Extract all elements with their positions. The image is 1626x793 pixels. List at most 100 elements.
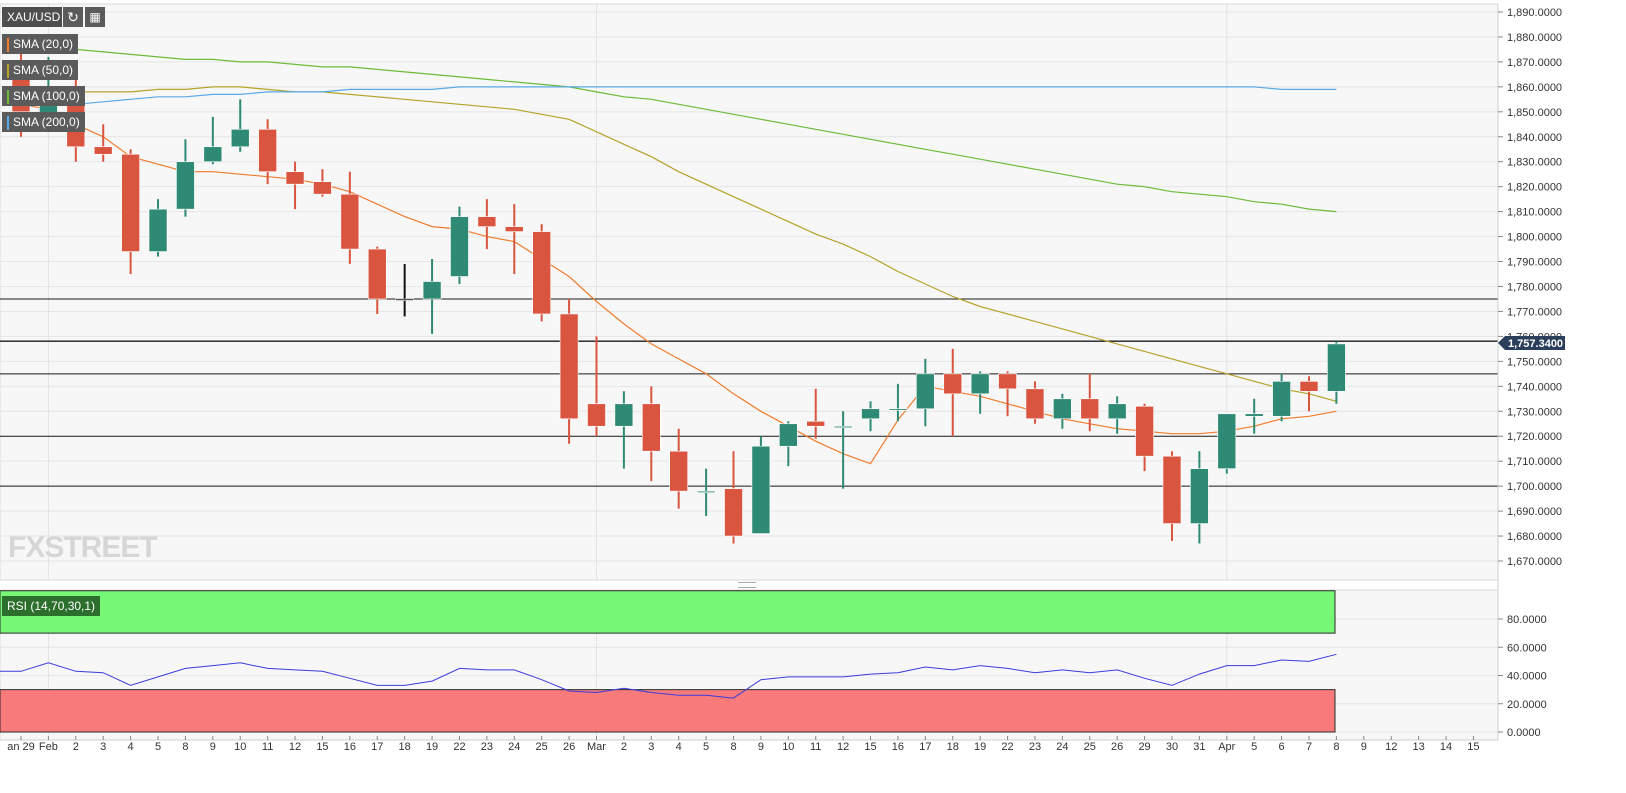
candle-body <box>121 153 140 252</box>
candle <box>861 401 880 432</box>
candle <box>203 116 223 165</box>
x-tick-label: 8 <box>730 741 736 753</box>
x-tick-label: 26 <box>1111 741 1123 753</box>
x-tick-label: 15 <box>316 741 328 753</box>
x-tick-label: 13 <box>1412 741 1424 753</box>
candle <box>285 161 305 210</box>
x-tick-label: 5 <box>703 741 709 753</box>
candle <box>504 204 524 275</box>
candle-body <box>943 373 963 395</box>
x-tick-label: 19 <box>426 741 438 753</box>
x-tick-label: 14 <box>1440 741 1452 753</box>
x-tick-label: 12 <box>289 741 301 753</box>
x-tick-label: 18 <box>399 741 411 753</box>
candle <box>943 348 963 437</box>
candle <box>669 428 689 509</box>
candle <box>367 246 387 314</box>
candle-body <box>833 425 853 429</box>
candle-body <box>450 216 469 277</box>
x-tick-label: Feb <box>39 741 58 753</box>
symbol-label[interactable]: XAU/USD <box>2 7 62 27</box>
rsi-line <box>0 653 1337 699</box>
x-tick-label: Apr <box>1218 741 1235 753</box>
refresh-icon[interactable]: ↻ <box>63 7 83 27</box>
candle-body <box>806 420 826 427</box>
candle <box>888 383 908 422</box>
fxstreet-watermark: FXSTREET <box>8 531 158 564</box>
pane-splitter-handle[interactable] <box>738 582 756 588</box>
indicator-sma-20[interactable]: SMA (20,0) <box>2 34 79 54</box>
rsi-y-tick-label: 40.0000 <box>1507 671 1547 683</box>
x-tick-label: 23 <box>1029 741 1041 753</box>
candle-body <box>1299 381 1319 392</box>
indicator-sma-200[interactable]: SMA (200,0) <box>2 112 85 132</box>
x-tick-label: 9 <box>210 741 216 753</box>
candle-body <box>779 423 798 447</box>
x-tick-label: an 29 <box>7 741 35 753</box>
candle-body <box>696 490 716 493</box>
y-tick-label: 1,690.0000 <box>1507 506 1562 518</box>
candle <box>1299 376 1319 412</box>
x-tick-label: 19 <box>974 741 986 753</box>
candle <box>559 298 579 444</box>
candle <box>93 124 113 162</box>
rsi-y-tick-label: 0.0000 <box>1507 727 1541 739</box>
x-tick-label: 5 <box>1251 741 1257 753</box>
candle-body <box>669 450 689 492</box>
candle-body <box>1190 468 1209 524</box>
y-tick-label: 1,670.0000 <box>1507 556 1562 568</box>
x-tick-label: 30 <box>1166 741 1178 753</box>
candle <box>833 411 853 489</box>
candle <box>998 371 1017 417</box>
x-tick-label: 16 <box>344 741 356 753</box>
indicator-sma-100[interactable]: SMA (100,0) <box>2 86 85 106</box>
candle-body <box>751 445 771 534</box>
candle <box>176 139 195 217</box>
rsi-label[interactable]: RSI (14,70,30,1) <box>2 596 101 616</box>
x-tick-label: 16 <box>892 741 904 753</box>
x-tick-label: 10 <box>234 741 246 753</box>
candle-body <box>888 408 908 411</box>
x-tick-label: 8 <box>182 741 188 753</box>
x-tick-label: 2 <box>621 741 627 753</box>
candle-body <box>532 231 551 315</box>
candle <box>1107 396 1127 434</box>
candle <box>1080 373 1100 432</box>
candle-body <box>1025 388 1045 420</box>
candle-body <box>340 193 360 250</box>
candle <box>641 386 661 482</box>
x-tick-label: 24 <box>508 741 520 753</box>
candle <box>422 259 442 334</box>
candle-body <box>1327 343 1346 392</box>
candle-body <box>916 373 935 410</box>
candle <box>532 224 551 322</box>
x-tick-label: 22 <box>1001 741 1013 753</box>
candle-body <box>367 248 387 300</box>
candle-body <box>970 373 990 395</box>
last-price-marker <box>1498 336 1565 351</box>
x-tick-label: 4 <box>676 741 682 753</box>
candle-body <box>313 181 332 195</box>
candle-body <box>641 403 661 452</box>
candle-body <box>614 403 634 427</box>
indicator-sma-50[interactable]: SMA (50,0) <box>2 60 79 80</box>
candle-body <box>1217 413 1237 469</box>
candle <box>1135 403 1154 472</box>
y-tick-label: 1,830.0000 <box>1507 157 1562 169</box>
candle <box>340 171 360 265</box>
rsi-oversold-zone <box>0 689 1336 733</box>
y-tick-label: 1,850.0000 <box>1507 107 1562 119</box>
y-tick-label: 1,790.0000 <box>1507 257 1562 269</box>
x-tick-label: 25 <box>1084 741 1096 753</box>
candle <box>450 206 469 285</box>
x-tick-label: 24 <box>1056 741 1068 753</box>
candle <box>779 421 798 467</box>
indicator-label: SMA (100,0) <box>13 89 80 103</box>
x-tick-label: 2 <box>73 741 79 753</box>
calendar-icon[interactable]: ▦ <box>85 7 105 27</box>
x-tick-label: 3 <box>648 741 654 753</box>
x-tick-label: 9 <box>1361 741 1367 753</box>
y-tick-label: 1,710.0000 <box>1507 456 1562 468</box>
